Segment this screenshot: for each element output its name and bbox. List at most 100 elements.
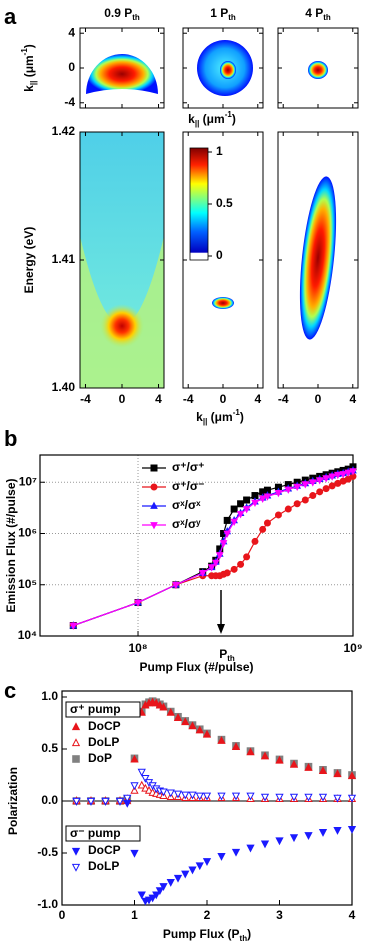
legend-label: σˣ/σʸ [172, 517, 201, 531]
data-point [86, 797, 96, 806]
data-point [188, 721, 197, 730]
x-axis-label-part: (μm [199, 112, 224, 126]
data-point [166, 707, 175, 716]
data-point [130, 785, 139, 794]
x-tick-label: 2 [204, 908, 211, 922]
data-point [230, 565, 238, 573]
data-point [275, 755, 284, 764]
y-tick-label: 1.41 [52, 252, 76, 266]
data-point [237, 560, 245, 568]
data-point [339, 471, 347, 479]
x-tick-label: 0 [315, 392, 322, 406]
x-tick-label: 4 [349, 908, 356, 922]
legend-marker [71, 847, 81, 856]
heatmap-blob [212, 297, 234, 309]
data-point [275, 793, 284, 802]
x-axis-label: k|| (μm-1) [196, 408, 244, 426]
data-point [231, 848, 241, 857]
data-point [328, 473, 336, 481]
data-point [301, 496, 309, 504]
data-point [333, 471, 342, 480]
data-point [115, 797, 125, 806]
x-axis-label: k|| (μm-1) [188, 110, 236, 128]
data-point [198, 570, 207, 578]
x-tick-label: 4 [254, 392, 261, 406]
x-axis-label-part: ) [232, 112, 236, 126]
data-point [322, 475, 330, 483]
x-axis-label-part: || [195, 119, 199, 128]
series-line [73, 475, 354, 627]
x-axis-label-part: -1 [225, 110, 233, 119]
data-point [137, 768, 146, 777]
data-point [195, 862, 204, 871]
data-point [349, 468, 357, 476]
data-point [309, 492, 317, 500]
x-axis-label-part: Pump Flux (P [163, 927, 240, 941]
y-tick-label: 10⁶ [18, 526, 37, 540]
data-point [159, 883, 168, 891]
panel-title-part: th [228, 13, 236, 22]
heatmap-blob [100, 304, 144, 348]
x-tick-label: 3 [276, 908, 283, 922]
x-tick-label: -4 [80, 392, 91, 406]
data-point [217, 735, 226, 744]
data-point [243, 553, 251, 561]
data-point [333, 769, 342, 778]
x-axis-label: Pump Flux (Pth) [163, 927, 251, 943]
data-point [173, 790, 183, 799]
colorbar [189, 147, 209, 261]
series-line [73, 466, 354, 627]
panel-label: b [4, 426, 17, 451]
y-tick-label: 1.40 [52, 380, 76, 394]
legend-label: DoP [88, 751, 112, 765]
data-point [301, 481, 310, 489]
y-tick-label: 0 [68, 60, 75, 74]
panel-title-part: 0.9 P [104, 6, 132, 20]
legend-marker [150, 464, 158, 472]
data-point [223, 516, 231, 524]
data-point [304, 832, 313, 841]
data-point [152, 891, 161, 900]
data-point [344, 469, 353, 477]
data-point [231, 742, 241, 751]
data-point [217, 792, 226, 801]
data-point [230, 505, 238, 513]
x-axis-label-part: ) [240, 410, 244, 424]
data-point [246, 747, 255, 756]
annotation: Pth [219, 647, 235, 663]
data-point [181, 717, 190, 726]
y-tick-label: 1.42 [52, 124, 76, 138]
x-tick-label: 10⁹ [343, 641, 362, 655]
data-point [159, 788, 168, 797]
panel-title: 1 Pth [210, 6, 236, 22]
data-point [322, 485, 330, 493]
data-point [188, 791, 197, 800]
data-point [202, 792, 212, 801]
y-tick-label: 10⁷ [19, 474, 37, 488]
legend-marker [150, 501, 158, 509]
data-point [243, 496, 251, 504]
x-tick-label: 4 [349, 392, 356, 406]
data-point [347, 771, 357, 780]
data-point [202, 729, 212, 738]
data-point [166, 878, 175, 887]
data-point [173, 713, 183, 721]
data-point [316, 488, 324, 496]
data-point [166, 789, 175, 798]
data-point [347, 825, 357, 834]
data-point [181, 870, 190, 879]
data-point [130, 849, 139, 858]
x-axis-label-part: k [196, 410, 203, 424]
data-point [195, 792, 204, 801]
data-point [223, 569, 231, 577]
annotation-part: P [219, 647, 227, 661]
annotation-arrowhead [217, 624, 225, 634]
panel-a-images [80, 40, 337, 388]
data-point [289, 793, 299, 802]
panel-title: 0.9 Pth [104, 6, 140, 22]
data-point [123, 794, 132, 803]
legend-marker [72, 755, 80, 763]
legend-marker [150, 483, 158, 491]
data-point [144, 785, 154, 794]
